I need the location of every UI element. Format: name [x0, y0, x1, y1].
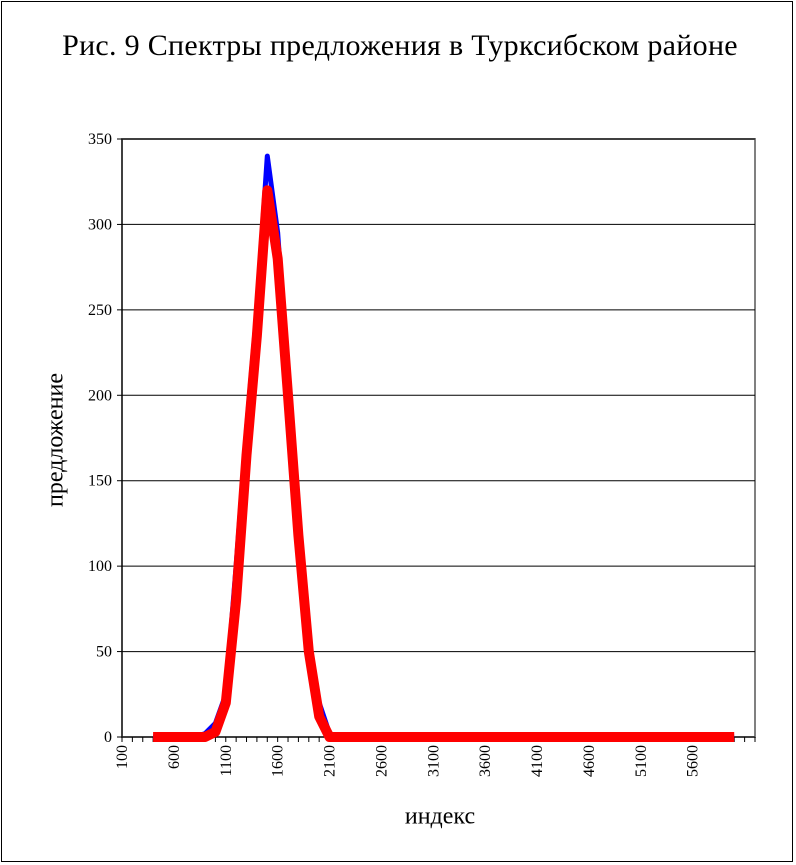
y-tick-label: 300 [88, 216, 112, 233]
y-tick-label: 150 [88, 473, 112, 490]
y-tick-label: 100 [88, 558, 112, 575]
x-axis-label: индекс [404, 803, 476, 830]
y-tick-label: 200 [88, 387, 112, 404]
x-tick-label: 1600 [270, 745, 287, 777]
y-tick-label: 0 [104, 729, 112, 746]
x-tick-label: 600 [166, 745, 183, 769]
y-tick-label: 250 [88, 302, 112, 319]
x-tick-label: 5600 [685, 745, 702, 777]
plot-area [121, 138, 756, 738]
x-tick-label: 100 [114, 745, 131, 769]
x-tick-label: 3100 [425, 745, 442, 777]
x-tick-label: 2600 [373, 745, 390, 777]
x-tick-label: 2100 [322, 745, 339, 777]
series-line-2 [153, 185, 735, 742]
x-tick-label: 4100 [529, 745, 546, 777]
x-tick-label: 4600 [581, 745, 598, 777]
y-tick-label: 50 [96, 644, 112, 661]
x-tick-label: 1100 [218, 745, 235, 776]
x-tick-label: 3600 [477, 745, 494, 777]
x-tick-label: 5100 [633, 745, 650, 777]
chart-title: Рис. 9 Спектры предложения в Турксибском… [62, 29, 738, 62]
y-tick-label: 350 [88, 131, 112, 148]
